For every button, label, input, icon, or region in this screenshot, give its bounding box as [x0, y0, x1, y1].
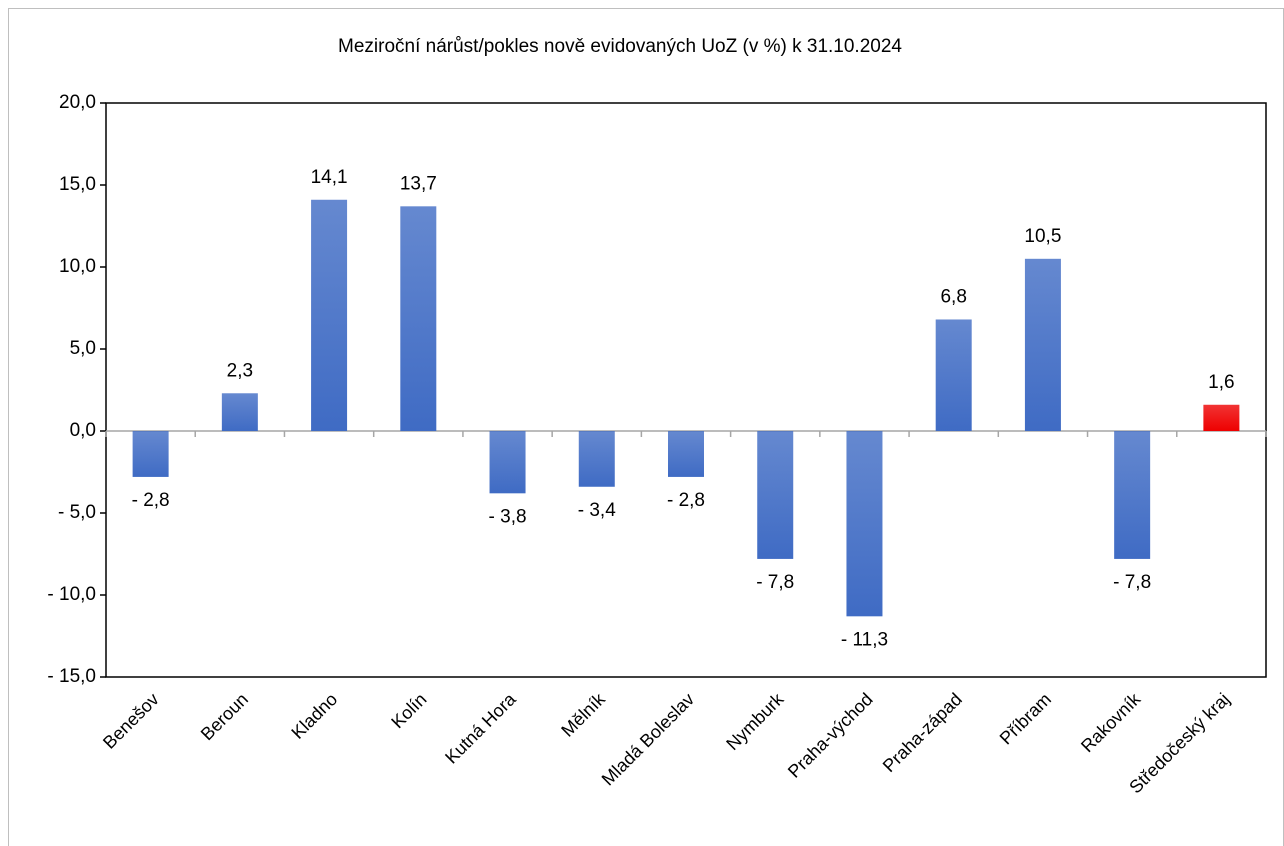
x-tick-label: Benešov: [99, 689, 163, 753]
data-label: - 2,8: [132, 490, 170, 511]
x-tick-label: Praha-západ: [879, 689, 966, 776]
bar: [311, 199, 348, 431]
x-tick-label: Mělník: [557, 688, 609, 740]
y-tick-label: 15,0: [59, 174, 96, 195]
bar: [846, 431, 883, 617]
x-tick-label: Praha-východ: [784, 689, 877, 782]
y-tick-label: - 15,0: [47, 666, 96, 687]
bar: [1024, 258, 1061, 431]
x-tick-label: Příbram: [996, 689, 1055, 748]
y-tick-label: - 10,0: [47, 584, 96, 605]
bar: [668, 431, 704, 477]
x-tick-label: Nymburk: [722, 688, 788, 754]
data-label: 1,6: [1208, 372, 1234, 393]
bar: [221, 393, 258, 431]
bar: [935, 319, 972, 431]
y-tick-label: 10,0: [59, 256, 96, 277]
bar: [578, 431, 615, 487]
x-tick-label: Mladá Boleslav: [598, 689, 698, 789]
bar: [757, 431, 794, 559]
plot-area: [105, 102, 1267, 678]
x-tick-label: Beroun: [197, 689, 252, 744]
chart-border: [8, 8, 1284, 846]
x-tick-label: Kladno: [287, 689, 341, 743]
y-tick-label: 20,0: [59, 92, 96, 113]
bar: [1203, 404, 1240, 431]
x-tick-label: Kolín: [387, 689, 430, 732]
data-label: - 7,8: [756, 572, 794, 593]
data-label: - 11,3: [841, 629, 888, 650]
data-label: 2,3: [227, 360, 253, 381]
data-label: 10,5: [1024, 226, 1061, 247]
y-tick-label: 0,0: [70, 420, 96, 441]
x-tick-label: Rakovník: [1077, 688, 1145, 756]
data-label: - 7,8: [1113, 572, 1151, 593]
bar: [400, 206, 437, 431]
chart-title: Meziroční nárůst/pokles nově evidovaných…: [338, 36, 902, 57]
y-tick-label: 5,0: [70, 338, 96, 359]
bar: [489, 431, 526, 494]
bar: [132, 431, 169, 477]
data-label: - 2,8: [667, 490, 705, 511]
data-label: 6,8: [940, 286, 966, 307]
bar: [1114, 431, 1151, 559]
data-label: 13,7: [400, 173, 437, 194]
x-tick-label: Kutná Hora: [441, 688, 520, 767]
data-label: - 3,4: [578, 500, 616, 521]
data-label: 14,1: [311, 167, 348, 188]
data-label: - 3,8: [489, 506, 527, 527]
y-tick-label: - 5,0: [58, 502, 96, 523]
